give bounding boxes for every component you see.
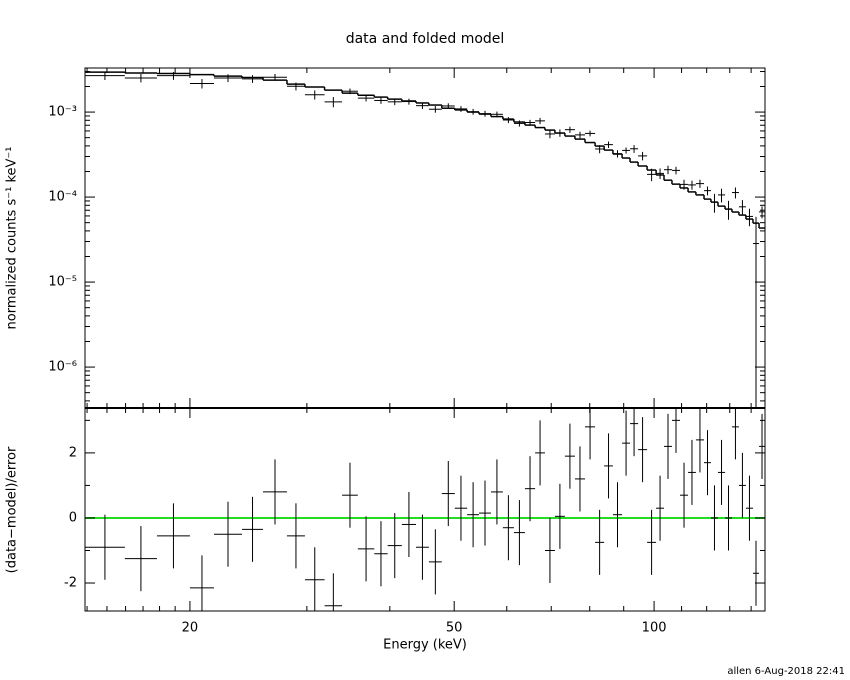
y-tick-label: 2 [69, 445, 77, 460]
ticks: 10⁻⁶ 10⁻⁵ 10⁻⁴ 10⁻³ 20 50 100 -2 0 2 [48, 68, 765, 636]
y-tick-label: -2 [64, 576, 77, 591]
y-tick-label: 10⁻⁴ [48, 190, 77, 205]
y-tick-label: 10⁻⁵ [48, 275, 77, 290]
x-tick-label: 50 [446, 621, 463, 636]
x-tick-label: 20 [182, 621, 199, 636]
residual-panel [85, 408, 765, 611]
chart-title: data and folded model [346, 31, 505, 47]
x-axis-label: Energy (keV) [383, 638, 467, 653]
footer: allen 6-Aug-2018 22:41 [727, 666, 845, 677]
y-axis-label: (data−model)/error [5, 446, 20, 573]
y-tick-label: 0 [69, 510, 77, 525]
spectrum-panel [85, 71, 765, 408]
y-tick-label: 10⁻³ [48, 105, 77, 120]
y-tick-label: 10⁻⁶ [48, 360, 77, 375]
x-tick-label: 100 [642, 621, 667, 636]
y-axis-label: normalized counts s⁻¹ keV⁻¹ [5, 147, 20, 330]
frame [84, 67, 766, 612]
